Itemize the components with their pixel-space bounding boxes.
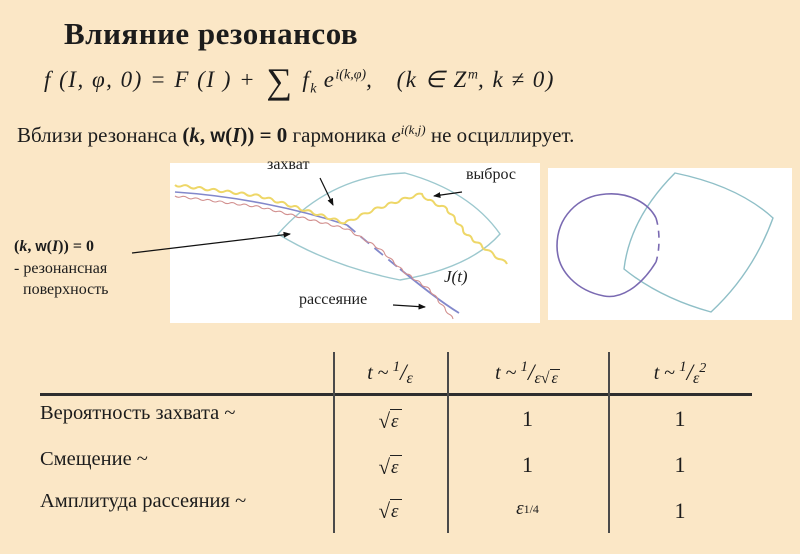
resonance-caption: (k, w(I)) = 0 - резонансная поверхность — [14, 236, 108, 300]
statement-post: не осциллирует. — [425, 123, 575, 147]
formula-condition: (k ∈ Zm, k ≠ 0) — [396, 67, 555, 92]
sum-symbol: ∑ — [266, 61, 293, 101]
cell-r1c2: 1 — [522, 406, 533, 431]
label-zahvat: захват — [267, 156, 310, 173]
diagram-canvas-right — [548, 168, 792, 320]
table-header-t3: t ~1/ε 2 — [653, 358, 707, 388]
label-rasseyanie: рассеяние — [299, 291, 368, 308]
loop-surface-diagram — [548, 168, 792, 320]
vybros-arrow — [433, 191, 463, 199]
caption-line3: поверхность — [23, 281, 109, 298]
row-label-capture: Вероятность захвата ~ — [40, 402, 236, 424]
formula-comma: , — [366, 67, 374, 92]
cell-r3c1: √ ε — [333, 492, 447, 530]
formula-lhs: f (I, φ, 0) = F (I ) + — [44, 67, 257, 92]
table-header-rule — [40, 393, 752, 396]
capture-trajectory — [174, 184, 508, 265]
surface-patch — [623, 172, 774, 313]
zahvat-arrow — [319, 177, 334, 206]
invariant-loop-solid — [556, 193, 657, 298]
row-label-shift: Смещение ~ — [40, 448, 148, 470]
main-formula: f (I, φ, 0) = F (I ) + ∑ fk ei(k,φ), (k … — [44, 60, 555, 102]
page-title: Влияние резонансов — [64, 16, 359, 51]
cell-r2c2: 1 — [522, 452, 533, 477]
rasseyanie-arrow — [392, 303, 426, 310]
label-jt: J(t) — [444, 267, 468, 286]
caption-line1: (k, w(I)) = 0 — [14, 238, 94, 255]
table-vline-3 — [608, 352, 610, 533]
resonance-condition: (k, w(I)) = 0 — [182, 123, 288, 147]
caption-arrow — [131, 231, 291, 254]
row-label-amplitude: Амплитуда рассеяния ~ — [40, 490, 247, 512]
cell-r2c3: 1 — [674, 452, 686, 477]
statement-mid: гармоника — [287, 123, 392, 147]
caption-line2: - резонансная — [14, 260, 108, 277]
cell-r3c3: 1 — [674, 498, 686, 523]
resonance-surface — [276, 172, 501, 281]
formula-exp: ei(k,φ) — [323, 67, 367, 92]
invariant-loop-dashed — [655, 217, 660, 263]
table-vline-1 — [333, 352, 335, 533]
scattering-trajectory — [174, 195, 454, 320]
table-vline-2 — [447, 352, 449, 533]
statement-line: Вблизи резонанса (k, w(I)) = 0 гармоника… — [17, 122, 574, 148]
formula-fk: fk — [302, 67, 317, 97]
label-vybros: выброс — [466, 166, 516, 183]
table-header-t2: t ~1/ε√ ε — [495, 358, 560, 387]
statement-pre: Вблизи резонанса — [17, 123, 183, 147]
cell-r3c2: ε 1/4 — [516, 498, 539, 519]
cell-r2c1: √ ε — [333, 448, 447, 486]
table-header-t1: t ~1/ε — [367, 358, 413, 388]
cell-r1c3: 1 — [674, 406, 686, 431]
cell-r1c1: √ ε — [333, 402, 447, 440]
trajectory-diagram — [131, 163, 540, 323]
harmonic-exp: ei(k,j) — [391, 122, 426, 147]
